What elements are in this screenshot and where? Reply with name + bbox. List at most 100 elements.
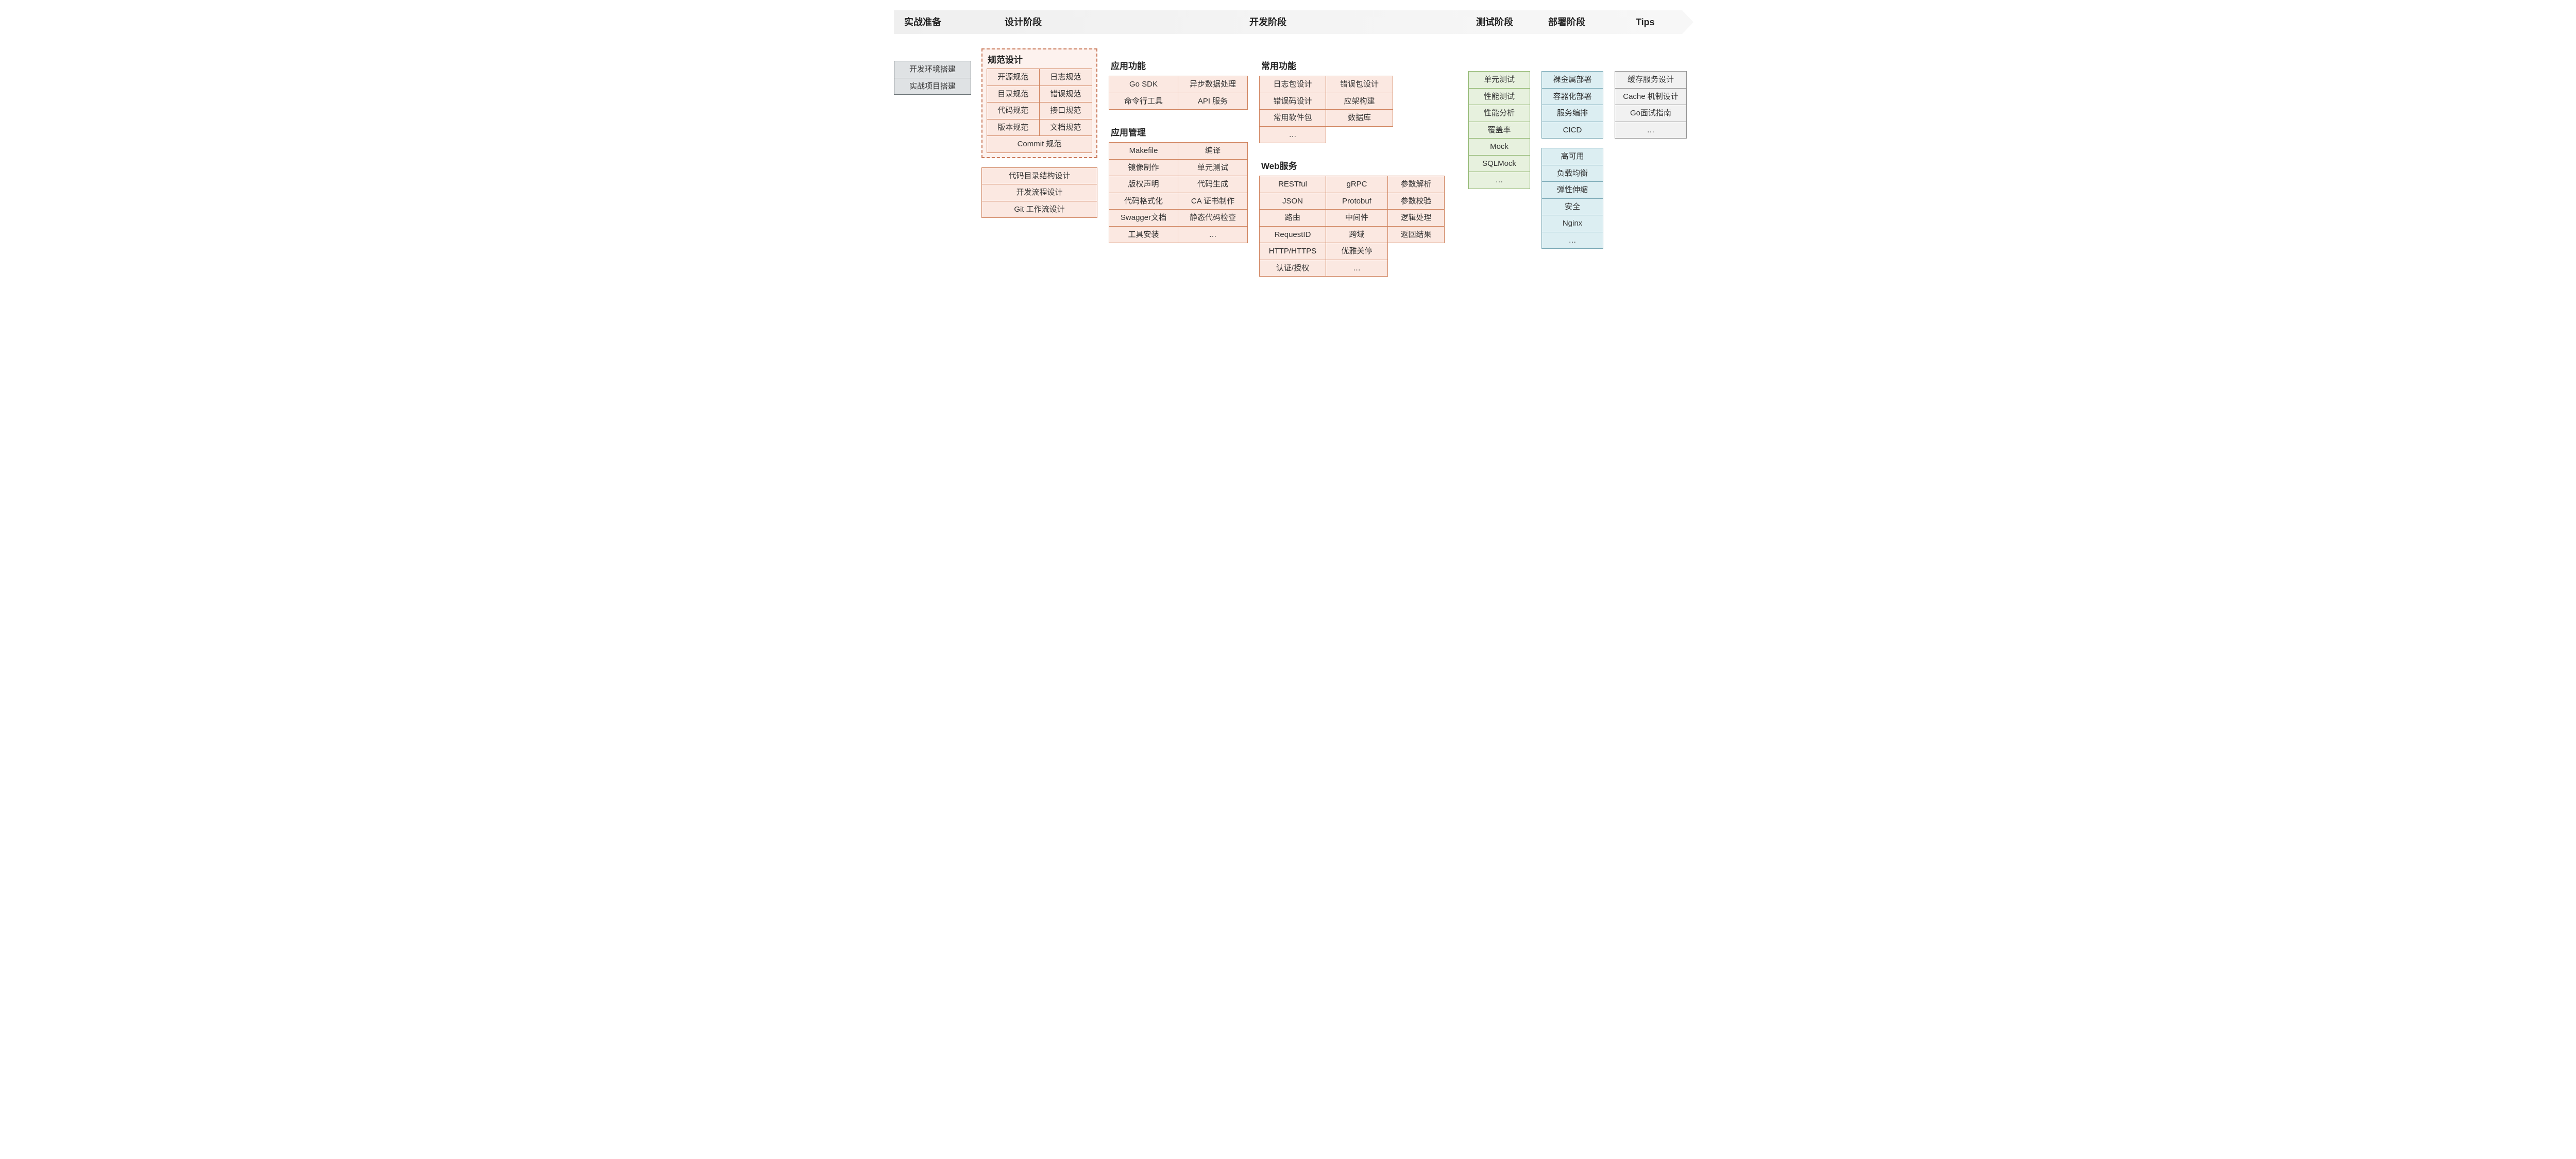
cell: Commit 规范 <box>987 136 1092 153</box>
app-func-grid: Go SDK异步数据处理命令行工具API 服务 <box>1109 76 1248 110</box>
cell: 开发流程设计 <box>981 184 1097 201</box>
design-below-stack: 代码目录结构设计开发流程设计Git 工作流设计 <box>981 167 1097 218</box>
app-mgmt-title: 应用管理 <box>1111 125 1248 138</box>
cell: 命令行工具 <box>1109 93 1178 110</box>
cell: 覆盖率 <box>1468 122 1530 139</box>
cell: … <box>1615 122 1687 139</box>
cell: RESTful <box>1259 176 1326 193</box>
cell: 文档规范 <box>1040 120 1093 137</box>
cell: 服务编排 <box>1541 105 1603 122</box>
cell: 编译 <box>1178 142 1248 160</box>
cell: 单元测试 <box>1468 71 1530 89</box>
cell: 代码生成 <box>1178 176 1248 193</box>
cell: Protobuf <box>1326 193 1388 210</box>
cell: 容器化部署 <box>1541 89 1603 106</box>
cell: 错误码设计 <box>1259 93 1326 110</box>
spec-title: 规范设计 <box>988 53 1092 65</box>
cell: Cache 机制设计 <box>1615 89 1687 106</box>
phase-tips: Tips <box>1636 10 1655 34</box>
cell: 常用软件包 <box>1259 110 1326 127</box>
col-design: 规范设计 开源规范日志规范目录规范错误规范代码规范接口规范版本规范文档规范Com… <box>981 48 1097 218</box>
col-deploy: 裸金属部署容器化部署服务编排CICD 高可用负载均衡弹性伸缩安全Nginx… <box>1541 48 1603 249</box>
prep-stack: 开发环境搭建实战项目搭建 <box>894 61 971 95</box>
columns-container: 开发环境搭建实战项目搭建 规范设计 开源规范日志规范目录规范错误规范代码规范接口… <box>894 48 1682 277</box>
cell: 代码目录结构设计 <box>981 167 1097 185</box>
cell: 参数解析 <box>1388 176 1445 193</box>
cell: … <box>1468 172 1530 189</box>
spec-dashed-box: 规范设计 开源规范日志规范目录规范错误规范代码规范接口规范版本规范文档规范Com… <box>981 48 1097 158</box>
cell: Go面试指南 <box>1615 105 1687 122</box>
cell: CA 证书制作 <box>1178 193 1248 210</box>
col-dev-right: 常用功能 日志包设计错误包设计错误码设计应架构建常用软件包数据库… Web服务 … <box>1259 48 1455 277</box>
cell: Mock <box>1468 139 1530 156</box>
cell: 错误规范 <box>1040 86 1093 103</box>
cell: 日志规范 <box>1040 69 1093 86</box>
cell: Nginx <box>1541 215 1603 232</box>
cell: 实战项目搭建 <box>894 78 971 95</box>
col-tips: 缓存服务设计Cache 机制设计Go面试指南… <box>1615 48 1687 139</box>
cell: 版权声明 <box>1109 176 1178 193</box>
cell: Makefile <box>1109 142 1178 160</box>
cell: 高可用 <box>1541 148 1603 165</box>
deploy-lower-stack: 高可用负载均衡弹性伸缩安全Nginx… <box>1541 148 1603 249</box>
cell: 优雅关停 <box>1326 243 1388 260</box>
col-dev-left: 应用功能 Go SDK异步数据处理命令行工具API 服务 应用管理 Makefi… <box>1109 48 1248 243</box>
cell: JSON <box>1259 193 1326 210</box>
cell: 认证/授权 <box>1259 260 1326 277</box>
cell: CICD <box>1541 122 1603 139</box>
cell: HTTP/HTTPS <box>1259 243 1326 260</box>
web-title: Web服务 <box>1261 159 1455 172</box>
diagram-canvas: 实战准备 设计阶段 开发阶段 测试阶段 部署阶段 Tips 开发环境搭建实战项目… <box>894 10 1682 277</box>
cell: 缓存服务设计 <box>1615 71 1687 89</box>
deploy-upper-stack: 裸金属部署容器化部署服务编排CICD <box>1541 71 1603 139</box>
phase-design: 设计阶段 <box>1005 10 1042 34</box>
cell: 性能测试 <box>1468 89 1530 106</box>
cell: … <box>1178 227 1248 244</box>
cell: 跨域 <box>1326 227 1388 244</box>
cell: 接口规范 <box>1040 103 1093 120</box>
cell: … <box>1259 127 1326 144</box>
cell: 路由 <box>1259 210 1326 227</box>
cell: 异步数据处理 <box>1178 76 1248 93</box>
cell: 应架构建 <box>1326 93 1393 110</box>
phase-deploy: 部署阶段 <box>1548 10 1585 34</box>
app-mgmt-grid: Makefile编译镜像制作单元测试版权声明代码生成代码格式化CA 证书制作Sw… <box>1109 142 1248 243</box>
col-test: 单元测试性能测试性能分析覆盖率MockSQLMock… <box>1468 48 1530 189</box>
cell: 返回结果 <box>1388 227 1445 244</box>
cell: … <box>1326 260 1388 277</box>
phase-prep: 实战准备 <box>904 10 941 34</box>
cell: SQLMock <box>1468 156 1530 173</box>
cell: 负载均衡 <box>1541 165 1603 182</box>
cell: 开源规范 <box>987 69 1040 86</box>
cell: 工具安装 <box>1109 227 1178 244</box>
cell: 中间件 <box>1326 210 1388 227</box>
col-prep: 开发环境搭建实战项目搭建 <box>894 48 971 95</box>
cell: 开发环境搭建 <box>894 61 971 78</box>
tips-stack: 缓存服务设计Cache 机制设计Go面试指南… <box>1615 71 1687 139</box>
cell: 裸金属部署 <box>1541 71 1603 89</box>
cell: 日志包设计 <box>1259 76 1326 93</box>
cell: API 服务 <box>1178 93 1248 110</box>
phase-dev: 开发阶段 <box>1249 10 1286 34</box>
cell: 弹性伸缩 <box>1541 182 1603 199</box>
cell: RequestID <box>1259 227 1326 244</box>
cell: Go SDK <box>1109 76 1178 93</box>
cell: 数据库 <box>1326 110 1393 127</box>
cell: 逻辑处理 <box>1388 210 1445 227</box>
common-grid: 日志包设计错误包设计错误码设计应架构建常用软件包数据库… <box>1259 76 1393 143</box>
cell: 错误包设计 <box>1326 76 1393 93</box>
cell: 镜像制作 <box>1109 160 1178 177</box>
cell: gRPC <box>1326 176 1388 193</box>
cell: 安全 <box>1541 199 1603 216</box>
cell: 代码规范 <box>987 103 1040 120</box>
common-title: 常用功能 <box>1261 59 1455 72</box>
cell: 目录规范 <box>987 86 1040 103</box>
phase-arrow-bar: 实战准备 设计阶段 开发阶段 测试阶段 部署阶段 Tips <box>894 10 1682 34</box>
test-stack: 单元测试性能测试性能分析覆盖率MockSQLMock… <box>1468 71 1530 189</box>
cell: 参数校验 <box>1388 193 1445 210</box>
cell: Swagger文档 <box>1109 210 1178 227</box>
cell: … <box>1541 232 1603 249</box>
cell: 代码格式化 <box>1109 193 1178 210</box>
app-func-title: 应用功能 <box>1111 59 1248 72</box>
phase-test: 测试阶段 <box>1476 10 1513 34</box>
